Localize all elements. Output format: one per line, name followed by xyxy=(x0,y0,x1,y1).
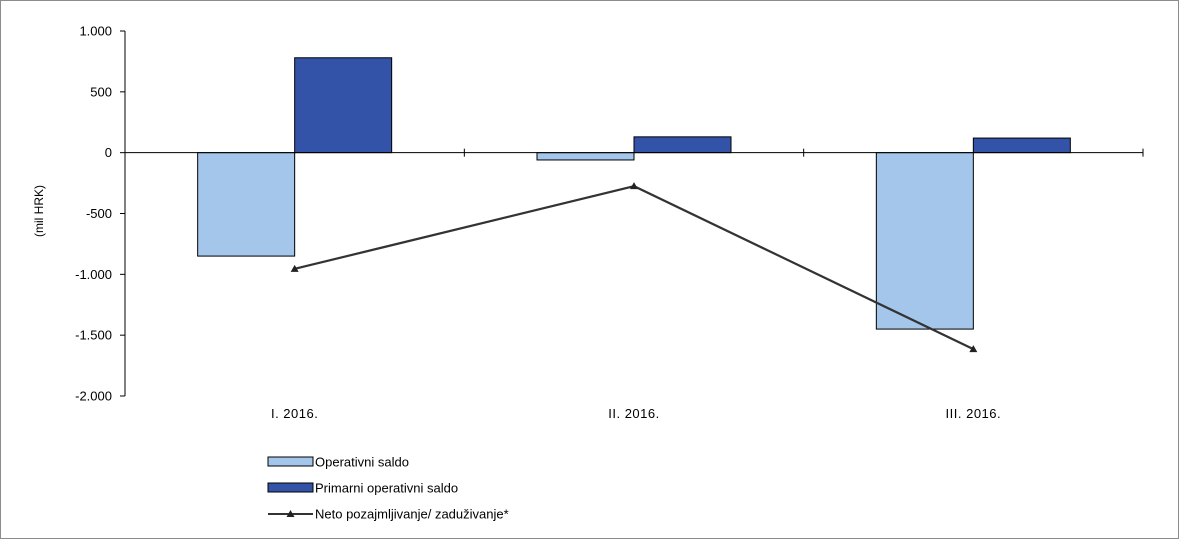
line-marker-2 xyxy=(630,182,638,190)
x-category-label: III. 2016. xyxy=(946,406,1002,421)
bar-primarni-3 xyxy=(972,137,1071,154)
y-axis-title: (mil HRK) xyxy=(32,185,46,237)
legend-label-2: Primarni operativni saldo xyxy=(315,481,458,496)
y-tick-label: 1.000 xyxy=(79,24,112,39)
bar-primarni-1 xyxy=(294,57,393,154)
bars xyxy=(197,57,1071,330)
legend: Operativni saldo Primarni operativni sald… xyxy=(267,455,509,522)
bar-operativni-3 xyxy=(875,152,974,330)
y-tick-label: -2.000 xyxy=(75,389,112,404)
legend-label-3: Neto pozajmljivanje/ zaduživanje* xyxy=(315,507,509,522)
line-marker-1 xyxy=(290,264,299,272)
bar-operativni-2 xyxy=(536,152,635,161)
line-marker-3 xyxy=(969,345,978,353)
x-category-label: II. 2016. xyxy=(608,406,659,421)
legend-swatch-2 xyxy=(267,482,314,493)
line-series xyxy=(290,182,978,353)
y-tick-label: -1.500 xyxy=(75,328,112,343)
y-tick-label: 0 xyxy=(105,145,112,160)
y-tick-label: -500 xyxy=(86,206,112,221)
x-axis: I. 2016. II. 2016. III. 2016. xyxy=(125,148,1144,421)
line-neto-pozajmljivanje xyxy=(294,184,974,351)
y-tick-label: 500 xyxy=(90,84,112,99)
legend-label-1: Operativni saldo xyxy=(315,455,409,470)
bar-primarni-2 xyxy=(633,136,732,154)
legend-marker xyxy=(286,510,295,517)
bar-operativni-1 xyxy=(197,152,296,257)
y-tick-label: -1.000 xyxy=(75,267,112,282)
x-category-label: I. 2016. xyxy=(271,406,318,421)
y-axis: 1.000 500 0 -500 -1.000 -1.500 -2.000 xyxy=(75,24,126,404)
legend-swatch-1 xyxy=(267,456,314,467)
